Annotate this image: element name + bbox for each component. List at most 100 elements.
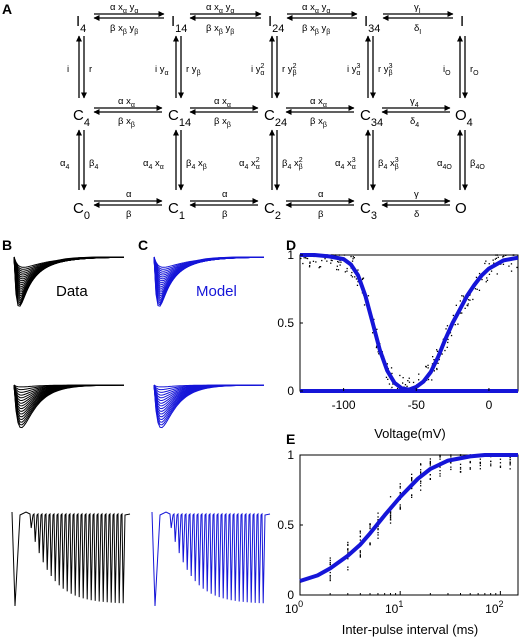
row1-transitions (93, 11, 454, 21)
scatter-point (462, 295, 465, 297)
node-i: I (460, 13, 464, 30)
scatter-point (429, 461, 431, 464)
scatter-point (439, 458, 441, 460)
scatter-point (461, 295, 463, 297)
pulse-train-trace (11, 511, 131, 607)
scatter-point (436, 349, 438, 351)
scatter-point (411, 480, 413, 482)
panel-d-voltage-plot: -100 -50 0 0 0.5 1 Voltage(mV) (277, 248, 519, 441)
scatter-point (490, 465, 492, 467)
scatter-point (450, 462, 452, 464)
rate-label: β4 xβ (186, 158, 207, 171)
scatter-point (411, 479, 413, 481)
scatter-point (439, 470, 441, 472)
rate-label: α xα yα (302, 2, 330, 15)
scatter-point (497, 256, 499, 258)
rate-label: α xα (118, 96, 135, 109)
scatter-point (502, 263, 505, 265)
scatter-point (347, 541, 349, 544)
scatter-point (439, 456, 441, 458)
row3-transitions (93, 198, 451, 208)
scatter-point (399, 504, 401, 506)
scatter-point (508, 265, 510, 267)
scatter-point (496, 273, 498, 275)
scatter-point (484, 262, 486, 265)
current-trace (13, 384, 124, 429)
scatter-point (450, 468, 452, 471)
data-label: Data (56, 283, 88, 300)
y-tick-label: 0 (287, 588, 294, 602)
scatter-point (350, 274, 352, 277)
plot-frame (299, 454, 519, 596)
scatter-point (399, 508, 401, 510)
scatter-point (402, 382, 404, 384)
rate-label: r y3 β (378, 63, 393, 77)
scatter-point (444, 349, 446, 352)
scatter-point (429, 463, 431, 465)
scatter-point (399, 506, 401, 508)
rate-label: α (126, 189, 132, 200)
scatter-point (372, 332, 374, 334)
scatter-point (302, 262, 304, 265)
scatter-point (490, 460, 492, 462)
rate-label: r y2 β (282, 63, 297, 77)
scatter-point (469, 462, 471, 464)
scatter-point (389, 511, 392, 513)
scatter-point (362, 277, 365, 279)
scatter-point (509, 468, 511, 470)
scatter-point (318, 267, 320, 269)
scatter-point (386, 363, 388, 365)
scatter-point (376, 328, 378, 330)
panel-label-c: C (138, 237, 148, 253)
scatter-point (436, 367, 438, 370)
row2-transitions (93, 105, 451, 115)
node-c2: C2 (264, 200, 281, 222)
rate-label: δ (414, 209, 419, 220)
scatter-point (359, 532, 361, 534)
current-trace (153, 384, 264, 429)
scatter-point (427, 378, 430, 381)
scatter-point (503, 255, 505, 257)
y-tick-label: 1 (287, 248, 294, 262)
scatter-point (445, 328, 447, 330)
axes: -100 -50 0 0 0.5 1 (277, 248, 492, 412)
scatter-point (389, 517, 392, 519)
scatter-point (377, 519, 379, 521)
rate-label: α4 x2 α (239, 157, 260, 171)
scatter-point (347, 551, 349, 553)
scatter-point (468, 299, 470, 301)
scatter-point (336, 265, 338, 267)
scatter-point (352, 258, 354, 260)
rate-label: β4O (470, 158, 485, 171)
scatter-point (334, 254, 337, 256)
scatter-point (359, 552, 361, 554)
scatter-point (441, 353, 443, 355)
scatter-point (355, 278, 358, 280)
scatter-point (509, 462, 511, 465)
scatter-point (377, 516, 379, 518)
rate-label: α4 x3 α (335, 157, 356, 171)
scatter-point (509, 464, 511, 466)
scatter-point (369, 523, 371, 526)
scatter-point (516, 266, 518, 269)
rate-label: γI (414, 2, 421, 15)
y-tick-label: 1 (287, 448, 294, 462)
scatter-point (399, 492, 401, 494)
scatter-point (429, 458, 431, 460)
scatter-point (337, 260, 339, 263)
scatter-point (431, 363, 434, 365)
rate-label: β xβ (310, 116, 327, 129)
scatter-point (329, 578, 331, 580)
scatter-point (352, 256, 354, 258)
scatter-point (459, 300, 461, 302)
scatter-point (479, 461, 481, 463)
scatter-point (478, 272, 481, 275)
scatter-point (420, 469, 422, 471)
scatter-point (377, 527, 379, 530)
scatter-point (452, 314, 454, 317)
scatter-point (411, 494, 413, 496)
node-c3: C3 (360, 200, 377, 222)
scatter-point (436, 368, 438, 371)
